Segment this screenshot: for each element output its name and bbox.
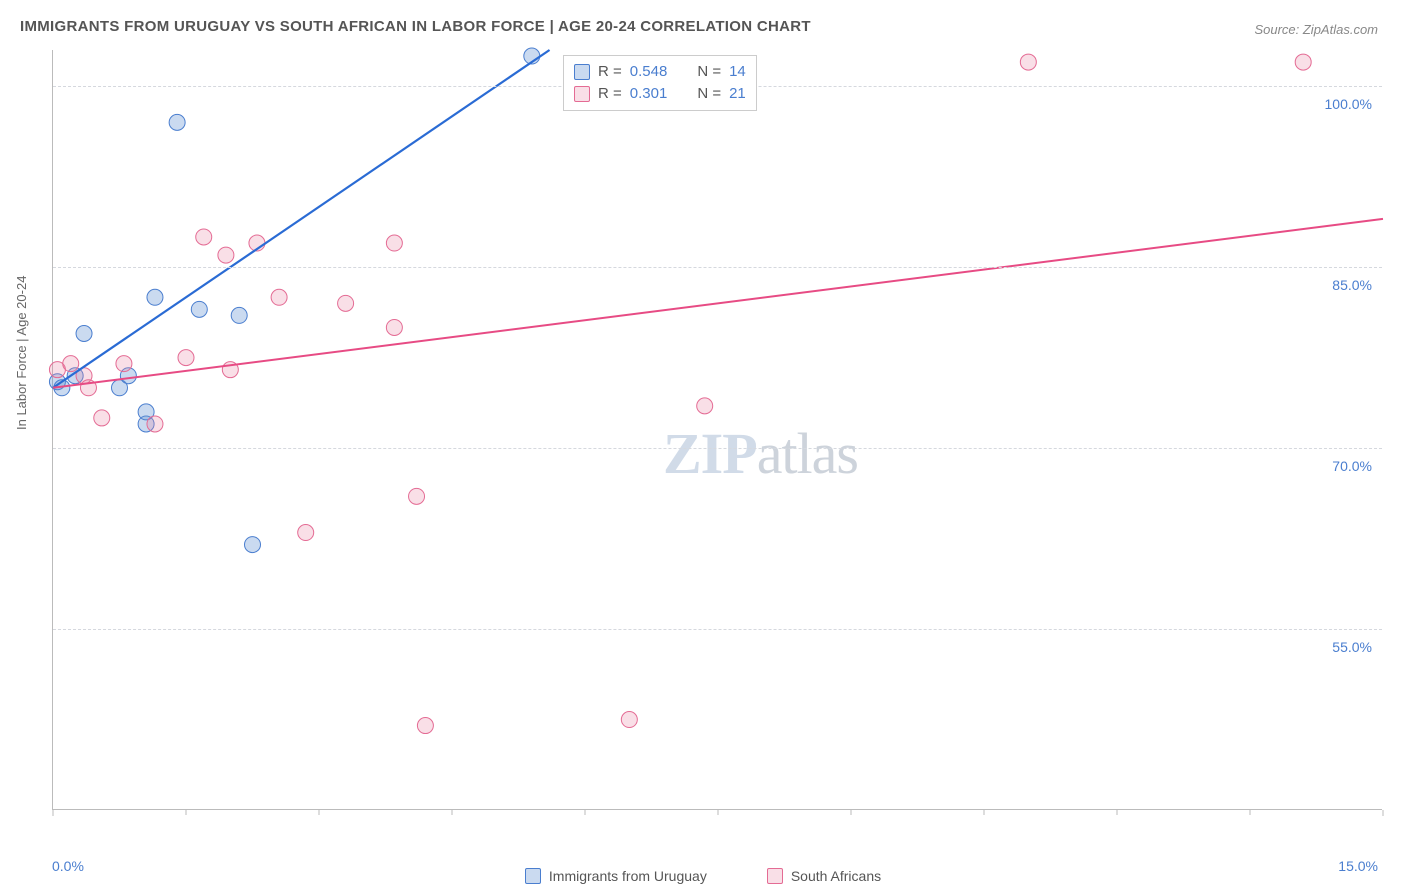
y-axis-label: In Labor Force | Age 20-24 — [14, 276, 29, 430]
legend-item-uruguay: Immigrants from Uruguay — [525, 868, 707, 884]
legend-N-label: N = — [697, 61, 721, 83]
point-south-african — [417, 718, 433, 734]
point-uruguay — [245, 537, 261, 553]
stats-legend-row: R = 0.548 N = 14 — [574, 61, 746, 83]
trendline-uruguay — [53, 50, 550, 388]
plot-area: ZIPatlas 55.0%70.0%85.0%100.0% — [52, 50, 1382, 810]
y-tick-label: 100.0% — [1325, 96, 1372, 112]
stats-legend-row: R = 0.301 N = 21 — [574, 83, 746, 105]
point-south-african — [386, 235, 402, 251]
grid-line — [53, 629, 1382, 630]
point-south-african — [147, 416, 163, 432]
point-uruguay — [231, 307, 247, 323]
swatch-uruguay — [525, 868, 541, 884]
point-uruguay — [191, 301, 207, 317]
bottom-legend: Immigrants from Uruguay South Africans — [0, 868, 1406, 884]
legend-R-label: R = — [598, 61, 622, 83]
swatch-south-africans — [767, 868, 783, 884]
point-south-african — [1020, 54, 1036, 70]
legend-swatch — [574, 64, 590, 80]
point-south-african — [94, 410, 110, 426]
point-uruguay — [147, 289, 163, 305]
scatter-svg — [53, 50, 1383, 810]
legend-swatch — [574, 86, 590, 102]
legend-R-value: 0.548 — [630, 61, 668, 83]
point-south-african — [621, 712, 637, 728]
point-south-african — [218, 247, 234, 263]
point-south-african — [116, 356, 132, 372]
grid-line — [53, 448, 1382, 449]
legend-label-south-africans: South Africans — [791, 868, 881, 884]
source-label: Source: ZipAtlas.com — [1254, 22, 1378, 37]
chart-title: IMMIGRANTS FROM URUGUAY VS SOUTH AFRICAN… — [20, 18, 811, 35]
x-tick-1: 15.0% — [1338, 858, 1378, 874]
point-south-african — [1295, 54, 1311, 70]
y-tick-label: 70.0% — [1332, 458, 1372, 474]
point-south-african — [409, 488, 425, 504]
point-south-african — [298, 525, 314, 541]
stats-legend: R = 0.548 N = 14 R = 0.301 N = 21 — [563, 55, 757, 111]
legend-R-value: 0.301 — [630, 83, 668, 105]
point-south-african — [386, 319, 402, 335]
point-south-african — [697, 398, 713, 414]
legend-N-value: 14 — [729, 61, 746, 83]
point-south-african — [178, 350, 194, 366]
x-tick-0: 0.0% — [52, 858, 84, 874]
point-south-african — [63, 356, 79, 372]
grid-line — [53, 267, 1382, 268]
point-uruguay — [76, 325, 92, 341]
legend-N-value: 21 — [729, 83, 746, 105]
legend-N-label: N = — [697, 83, 721, 105]
point-south-african — [338, 295, 354, 311]
point-uruguay — [169, 114, 185, 130]
y-tick-label: 55.0% — [1332, 639, 1372, 655]
point-south-african — [271, 289, 287, 305]
legend-label-uruguay: Immigrants from Uruguay — [549, 868, 707, 884]
legend-item-south-africans: South Africans — [767, 868, 881, 884]
legend-R-label: R = — [598, 83, 622, 105]
y-tick-label: 85.0% — [1332, 277, 1372, 293]
point-south-african — [196, 229, 212, 245]
